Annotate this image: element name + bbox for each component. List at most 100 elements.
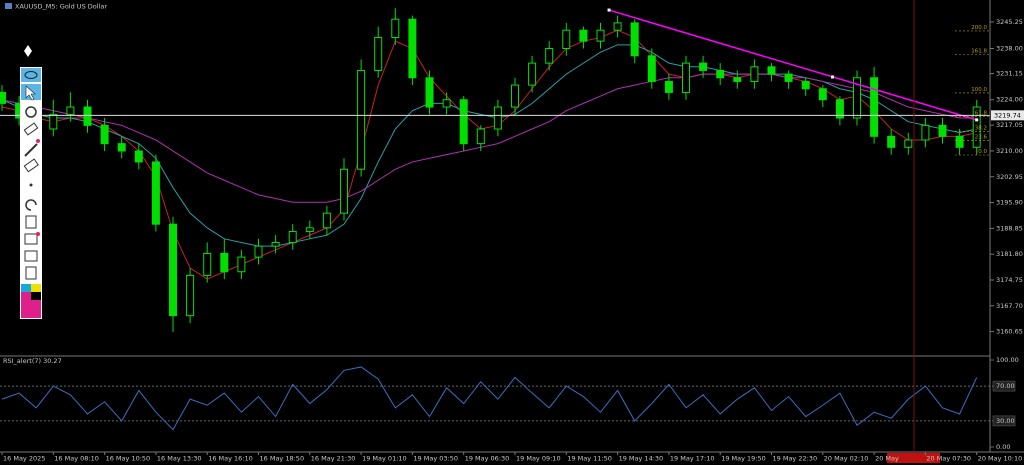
color-magenta[interactable] bbox=[21, 292, 31, 300]
rsi-line bbox=[1, 366, 978, 431]
y-tick-label: 100.00 bbox=[996, 356, 1019, 364]
candle-body bbox=[237, 256, 246, 273]
tool-screenshot[interactable] bbox=[24, 250, 38, 262]
trendline-anchor bbox=[607, 8, 611, 12]
y-tick-label: 3217.05 bbox=[996, 121, 1023, 129]
chart-title: XAUUSD_M5: Gold US Dollar bbox=[15, 3, 107, 11]
trendline bbox=[608, 9, 977, 121]
y-tick-label: 0.00 bbox=[996, 443, 1010, 451]
candle-body bbox=[528, 62, 537, 86]
y-tick-label: 30.00 bbox=[996, 417, 1015, 425]
cursor-icon bbox=[25, 85, 36, 101]
tool-trade[interactable] bbox=[24, 233, 38, 245]
candle-body bbox=[972, 106, 981, 148]
trendline-anchor bbox=[975, 118, 979, 122]
candle-body bbox=[818, 88, 827, 101]
x-tick-label: 16 May 08:10 bbox=[54, 455, 99, 463]
candle-body bbox=[220, 252, 229, 273]
candle-body bbox=[134, 150, 143, 163]
tool-list[interactable] bbox=[25, 266, 37, 280]
x-tick-label: 16 May 21:30 bbox=[311, 455, 356, 463]
level-label-box bbox=[992, 415, 1016, 427]
y-tick-label: 3224.00 bbox=[996, 96, 1023, 104]
tool-delete[interactable] bbox=[25, 215, 37, 229]
tool-line[interactable] bbox=[24, 143, 38, 157]
x-tick-label: 16 May 13:30 bbox=[157, 455, 202, 463]
tool-eraser[interactable] bbox=[23, 122, 39, 136]
color-yellow[interactable] bbox=[31, 284, 41, 292]
candle-body bbox=[579, 29, 588, 42]
candle-body bbox=[408, 18, 417, 79]
color-cyan[interactable] bbox=[21, 284, 31, 292]
y-tick-label: 3202.95 bbox=[996, 173, 1023, 181]
indicator-dot bbox=[36, 232, 40, 236]
y-tick-label: 3195.90 bbox=[996, 199, 1023, 207]
x-tick-label: 19 May 17:10 bbox=[670, 455, 715, 463]
moving-average bbox=[1, 29, 977, 280]
candle-body bbox=[613, 22, 622, 31]
candle-body bbox=[750, 66, 759, 82]
symbol-icon bbox=[5, 3, 12, 9]
candle-body bbox=[955, 135, 964, 148]
plot-area: 200.0 161.8 100.0 61.8 38.2 23.6 0.0 bbox=[0, 8, 994, 448]
candle-body bbox=[100, 124, 109, 145]
color-swatch[interactable] bbox=[21, 300, 41, 318]
candle-body bbox=[305, 227, 314, 232]
fib-label: 38.2 bbox=[975, 125, 987, 131]
candle-body bbox=[476, 128, 485, 145]
candle-body bbox=[562, 29, 571, 49]
moving-average bbox=[1, 73, 977, 203]
candle-body bbox=[117, 143, 126, 152]
x-tick-label: 20 May bbox=[875, 455, 899, 463]
candle-body bbox=[664, 80, 673, 93]
candle-body bbox=[716, 69, 725, 79]
candle-body bbox=[66, 106, 75, 115]
candle-body bbox=[288, 230, 297, 243]
indicator-dot bbox=[36, 139, 40, 143]
x-tick-label: 19 May 11:50 bbox=[567, 455, 612, 463]
fib-label: 23.6 bbox=[975, 134, 988, 140]
pen-icon[interactable] bbox=[24, 45, 32, 57]
candle-body bbox=[203, 252, 212, 276]
y-tick-label: 3188.85 bbox=[996, 224, 1023, 232]
x-tick-label: 20 May 10:10 bbox=[978, 455, 1023, 463]
tool-eye[interactable] bbox=[21, 68, 41, 82]
fib-label: 161.8 bbox=[971, 49, 987, 55]
fib-label: 200.0 bbox=[971, 25, 987, 31]
tool-magnet[interactable] bbox=[25, 106, 37, 118]
x-tick-label: 16 May 18:50 bbox=[260, 455, 305, 463]
candle-body bbox=[938, 124, 947, 137]
fib-label: 0.0 bbox=[978, 149, 987, 155]
candle-body bbox=[357, 69, 366, 170]
tool-ruler[interactable] bbox=[23, 158, 39, 173]
candle-body bbox=[459, 99, 468, 145]
candle-body bbox=[186, 274, 195, 317]
candle-body bbox=[904, 139, 913, 148]
candle-body bbox=[682, 62, 690, 93]
y-tick-label: 3160.65 bbox=[996, 328, 1023, 336]
x-tick-label: 16 May 2025 bbox=[3, 455, 45, 463]
y-tick-label: 3238.00 bbox=[996, 44, 1023, 52]
fib-label: 100.0 bbox=[971, 87, 987, 93]
candle-body bbox=[801, 80, 810, 90]
candle-body bbox=[374, 37, 383, 71]
tool-dot[interactable] bbox=[29, 183, 33, 187]
trendline-anchor bbox=[831, 75, 834, 79]
x-tick-label: 16 May 10:50 bbox=[106, 455, 151, 463]
candle-body bbox=[425, 77, 434, 108]
candle-body bbox=[887, 135, 896, 148]
tool-undo[interactable] bbox=[25, 199, 37, 211]
candle-body bbox=[391, 18, 400, 39]
candle-body bbox=[835, 99, 844, 119]
time-highlight bbox=[887, 453, 940, 463]
color-black[interactable] bbox=[31, 292, 41, 300]
candle-body bbox=[0, 91, 6, 104]
candle-body bbox=[83, 106, 92, 126]
candle-body bbox=[271, 241, 280, 247]
y-tick-label: 3231.15 bbox=[996, 70, 1023, 78]
toolbar bbox=[20, 45, 42, 319]
candle-body bbox=[784, 73, 793, 82]
candle-body bbox=[699, 62, 708, 71]
y-tick-label: 3167.70 bbox=[996, 302, 1023, 310]
eye-icon bbox=[24, 71, 38, 79]
